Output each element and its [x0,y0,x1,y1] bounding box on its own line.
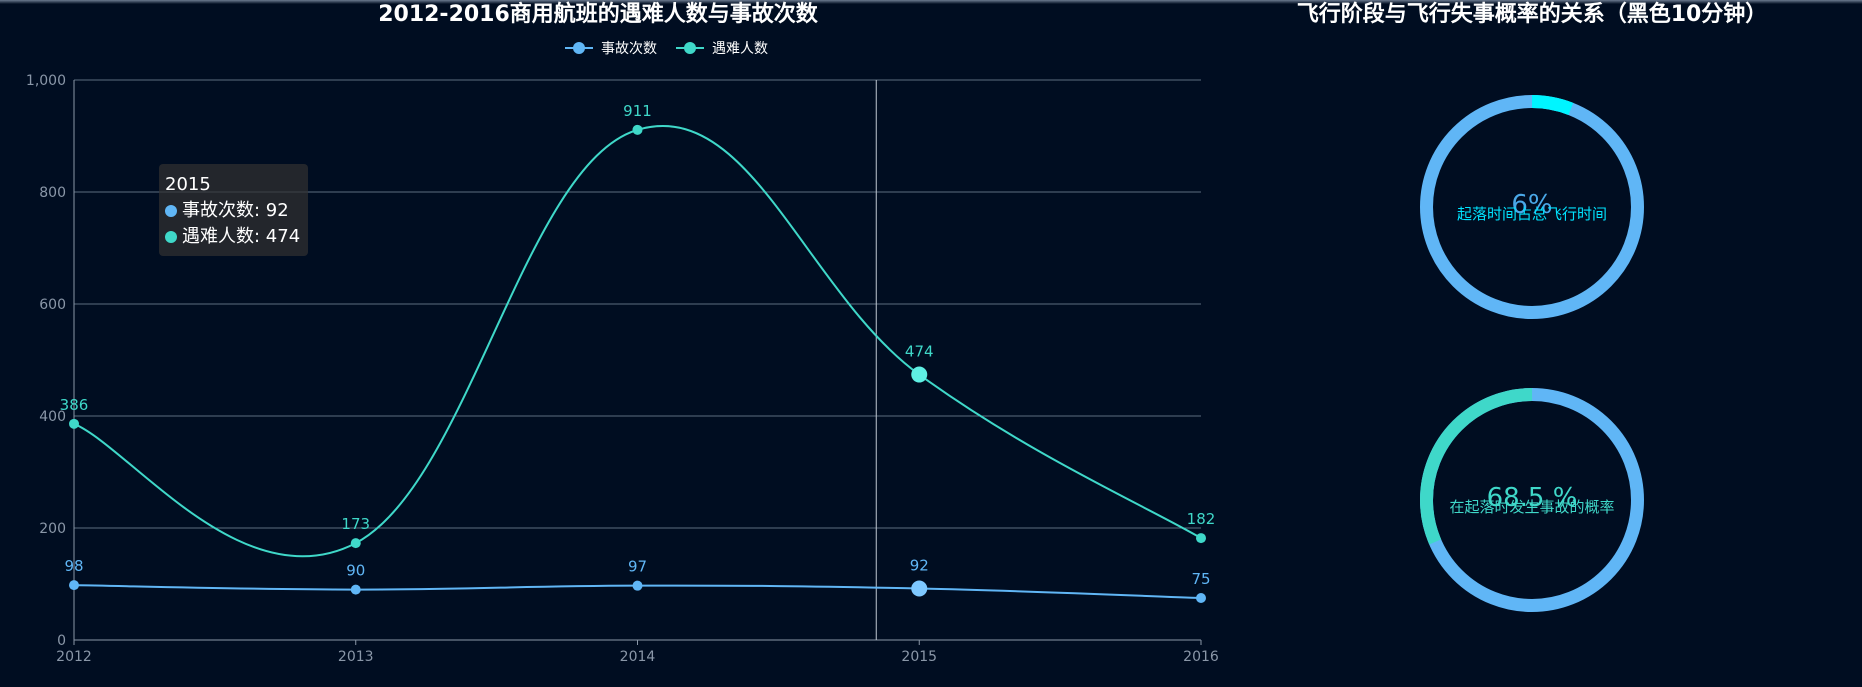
data-point[interactable] [911,580,928,597]
x-tick-label: 2013 [338,649,374,665]
y-tick-label: 1,000 [26,73,66,89]
legend-item-fatalities[interactable]: 遇难人数 [676,41,768,57]
ring-value-text: 6% [1511,190,1552,220]
y-tick-label: 800 [39,185,66,201]
y-tick-label: 600 [39,297,66,313]
data-label: 98 [64,557,83,575]
ring-chart-1: 6%起落时间占总飞行时间 [1420,95,1644,319]
data-point[interactable] [69,418,79,429]
tooltip-row-accidents: 事故次数: 92 [165,198,300,224]
legend-marker-fatalities [684,42,696,54]
line-chart-plot: 0 200 400 600 800 1,000 2012 2013 2014 2015 2016 98… [26,73,1219,665]
ring-accent-arc[interactable] [1393,361,1670,638]
data-point[interactable] [1196,533,1206,544]
data-point[interactable] [350,538,361,549]
data-point[interactable] [350,584,361,595]
ring-chart-2: 68.5 %在起落时发生事故的概率 [1393,361,1670,638]
legend-item-accidents[interactable]: 事故次数 [565,41,657,57]
ring-charts: 6%起落时间占总飞行时间 68.5 %在起落时发生事故的概率 [1393,95,1670,638]
tooltip-dot-accidents [165,205,177,217]
ring-value-text: 68.5 % [1487,483,1578,513]
series-line-1 [73,125,1202,558]
ring-label-text: 在起落时发生事故的概率 [1449,498,1614,516]
top-edge-shadow [0,0,1862,4]
tooltip-row-fatalities: 遇难人数: 474 [165,224,300,250]
tooltip-text-fatalities: 遇难人数: 474 [182,226,301,247]
data-label: 386 [60,396,89,414]
data-point[interactable] [632,580,643,591]
data-label: 92 [910,556,929,574]
ring-label-text: 起落时间占总飞行时间 [1457,205,1607,223]
legend-label-accidents: 事故次数 [601,41,657,57]
tooltip-dot-fatalities [165,231,177,243]
left-chart-title: 2012-2016商用航班的遇难人数与事故次数 [378,1,819,27]
data-point[interactable] [1196,593,1206,603]
data-label: 911 [623,102,652,120]
data-point[interactable] [69,580,79,591]
y-tick-label: 400 [39,409,66,425]
data-point[interactable] [632,124,643,135]
right-chart-title: 飞行阶段与飞行失事概率的关系（黑色10分钟） [1297,1,1768,27]
data-label: 75 [1191,570,1210,588]
x-tick-label: 2014 [620,649,656,665]
x-tick-label: 2016 [1183,649,1219,665]
tooltip-header: 2015 [165,174,211,195]
legend-marker-accidents [573,42,585,54]
x-tick-label: 2012 [56,649,92,665]
data-label: 173 [341,515,370,533]
tooltip: 2015 事故次数: 92 遇难人数: 474 [159,164,309,256]
data-point[interactable] [911,366,928,383]
data-label: 97 [628,558,647,576]
tooltip-text-accidents: 事故次数: 92 [182,200,289,221]
data-label: 90 [346,562,365,580]
legend: 事故次数 遇难人数 [565,41,768,57]
ring-accent-arc[interactable] [1420,95,1644,319]
y-tick-label: 200 [39,521,66,537]
data-label: 182 [1187,510,1216,528]
legend-label-fatalities: 遇难人数 [712,41,768,57]
y-tick-label: 0 [57,633,66,649]
x-tick-label: 2015 [901,649,937,665]
data-label: 474 [905,343,934,361]
